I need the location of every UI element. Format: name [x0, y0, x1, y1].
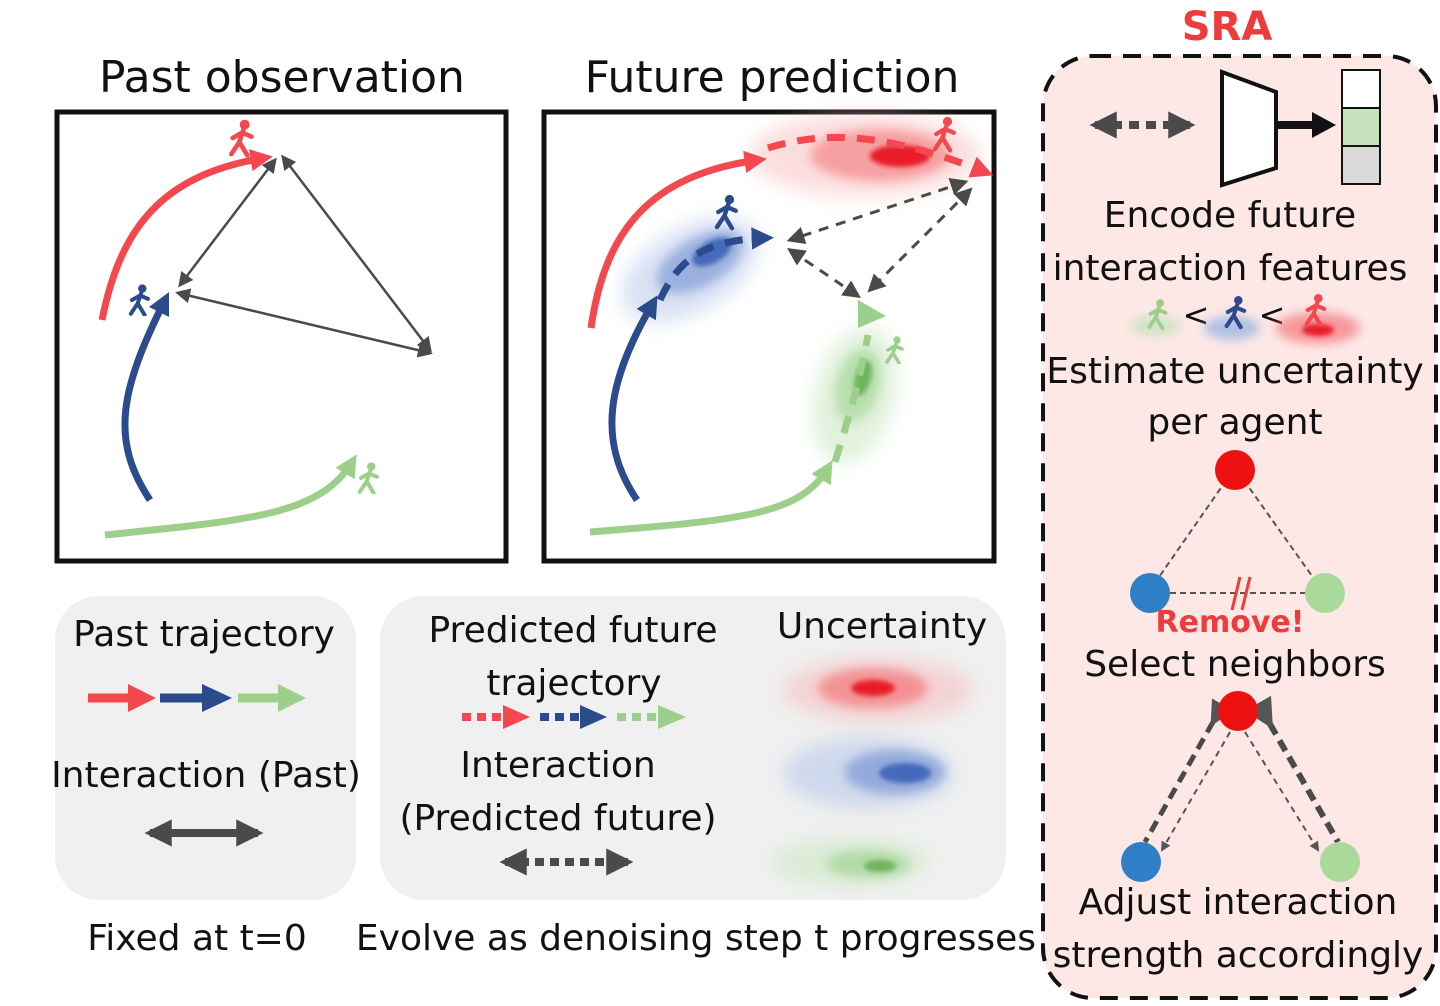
- sra-estimate-line2: per agent: [1147, 402, 1322, 443]
- evolve-caption: Evolve as denoising step t progresses: [356, 918, 1036, 959]
- past-blue-trajectory: [121, 291, 170, 502]
- sra-green-node: [1305, 573, 1345, 613]
- sra-encode-line2: interaction features: [1053, 248, 1408, 289]
- sra-estimate-line1: Estimate uncertainty: [1046, 351, 1423, 392]
- sra-red-node: [1215, 450, 1255, 490]
- past-observation-title: Past observation: [99, 52, 465, 103]
- legend-uncertainty-label: Uncertainty: [777, 606, 987, 647]
- future-interaction-blue-green: [787, 247, 861, 299]
- past-interaction-blue-green: [175, 288, 433, 358]
- legend-predicted-line2: trajectory: [486, 663, 661, 704]
- legend-green-blob: [770, 838, 930, 886]
- past-interaction-red-blue: [178, 157, 277, 288]
- legend-future-box: Predicted future trajectory Interaction …: [380, 596, 1006, 900]
- sra-adjust-line1: Adjust interaction: [1079, 882, 1398, 923]
- legend-past-trajectory-label: Past trajectory: [73, 614, 335, 655]
- sra-green-node-2: [1320, 842, 1360, 882]
- sra-red-node-2: [1218, 691, 1258, 731]
- past-observation-panel: [54, 109, 509, 564]
- past-green-trajectory: [104, 454, 357, 539]
- sra-blue-node: [1130, 573, 1170, 613]
- future-prediction-panel: [541, 109, 997, 564]
- sra-blue-node-2: [1121, 842, 1161, 882]
- legend-blue-blob: [783, 737, 953, 809]
- legend-red-blob: [783, 658, 973, 722]
- future-prediction-title: Future prediction: [585, 52, 960, 103]
- fixed-caption: Fixed at t=0: [87, 918, 307, 959]
- sra-encode-line1: Encode future: [1104, 195, 1356, 236]
- legend-interaction-past-label: Interaction (Past): [51, 755, 361, 796]
- future-green-trajectory: [831, 334, 872, 464]
- sra-panel: SRA Encode future interaction features <…: [1041, 4, 1438, 1000]
- sra-title: SRA: [1182, 4, 1273, 50]
- future-blue-trajectory: [656, 227, 774, 302]
- red-uncertainty-blob: [750, 113, 980, 197]
- legend-interaction-future-line1: Interaction: [460, 745, 655, 786]
- future-interaction-red-green: [867, 187, 973, 293]
- sra-adjust-line2: strength accordingly: [1053, 935, 1424, 976]
- sra-select-label: Select neighbors: [1084, 644, 1386, 685]
- legend-interaction-future-line2: (Predicted future): [399, 798, 716, 839]
- encoder-icon: [1220, 69, 1278, 188]
- legend-past-box: Past trajectory Interaction (Past): [51, 596, 361, 900]
- feature-vector-icon: [1341, 69, 1381, 185]
- future-red-trajectory: [766, 133, 994, 178]
- legend-predicted-line1: Predicted future: [428, 610, 717, 651]
- sra-remove-label: Remove!: [1156, 605, 1305, 640]
